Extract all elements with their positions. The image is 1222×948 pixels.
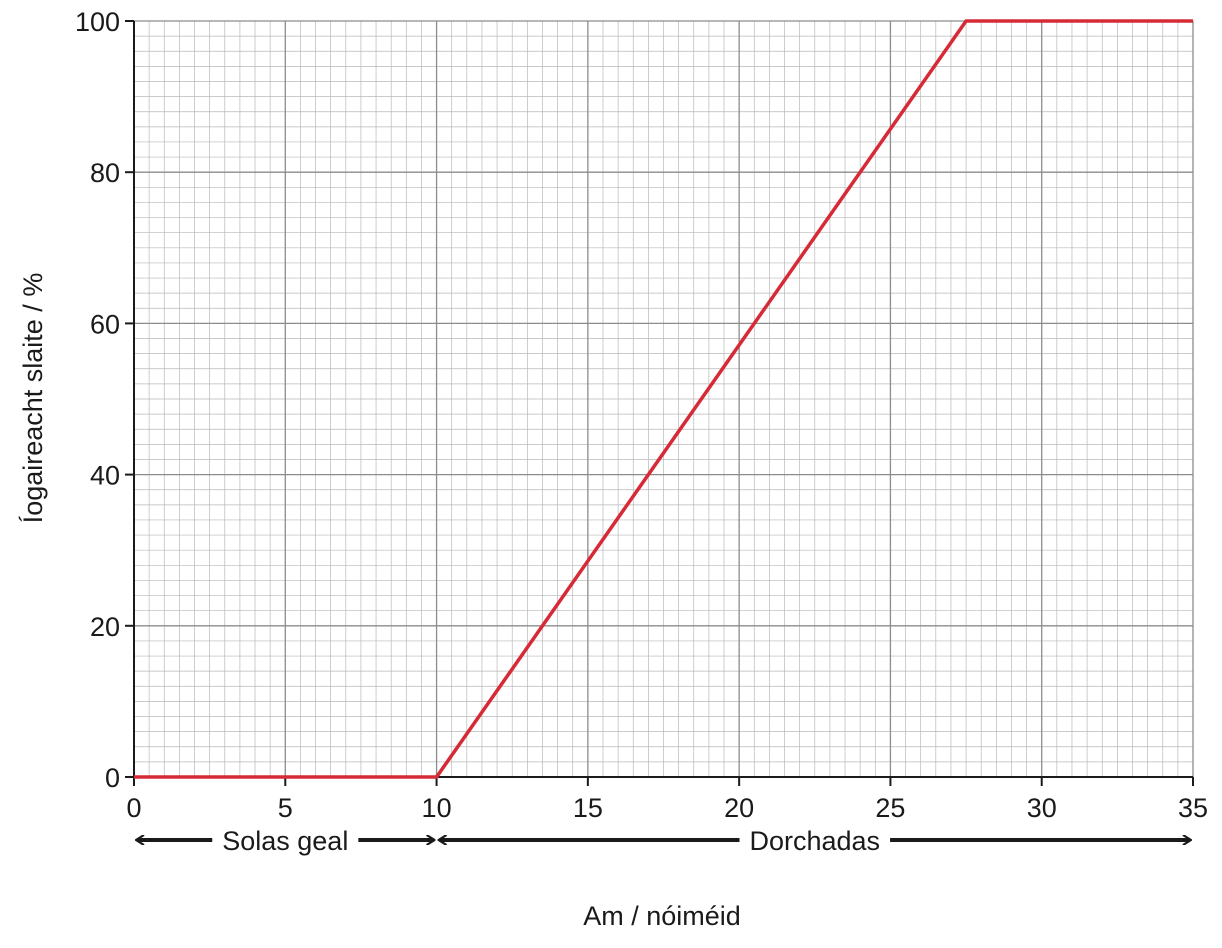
x-tick-label: 0 (126, 793, 141, 823)
phase-label: Solas geal (222, 826, 348, 856)
phase-label: Dorchadas (749, 826, 880, 856)
x-tick-label: 30 (1027, 793, 1057, 823)
grid-minor (134, 21, 1193, 777)
y-tick-label: 80 (90, 158, 120, 188)
y-axis-title: Íogaireacht slaite / % (18, 273, 48, 524)
x-tick-label: 15 (573, 793, 603, 823)
phase-annotations: Solas geal Dorchadas (137, 826, 1190, 856)
series-layer (134, 19, 1193, 779)
x-tick-label: 25 (875, 793, 905, 823)
x-tick-label: 35 (1178, 793, 1208, 823)
x-tick-label: 5 (278, 793, 293, 823)
x-axis-title: Am / nóiméid (583, 901, 741, 931)
y-tick-labels: 0 20 40 60 80 100 (75, 7, 120, 793)
y-tick-label: 100 (75, 7, 120, 37)
x-tick-label: 20 (724, 793, 754, 823)
x-tick-labels: 0 5 10 15 20 25 30 35 (126, 793, 1208, 823)
y-tick-label: 40 (90, 461, 120, 491)
series-line (134, 19, 1193, 779)
y-tick-label: 20 (90, 612, 120, 642)
x-tick-label: 10 (422, 793, 452, 823)
y-tick-label: 60 (90, 309, 120, 339)
y-tick-label: 0 (105, 763, 120, 793)
